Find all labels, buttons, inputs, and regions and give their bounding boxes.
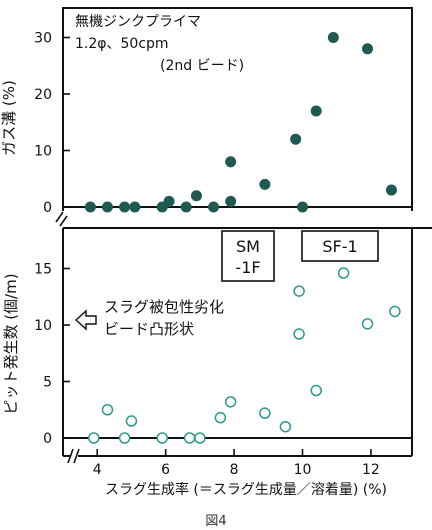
sm-1f-label-line-1: SM [236,237,260,256]
top-y-tick-label-20: 20 [34,87,52,103]
top-annotation-line-3: (2nd ビード) [160,58,244,74]
x-tick-label-12: 12 [362,462,380,478]
top-annotation-line-1: 無機ジンクプライマ [75,14,201,30]
bottom-data-point-6 [194,432,206,444]
figure-caption: 図4 [205,514,227,529]
top-y-axis-label: ガス溝 (%) [0,80,18,156]
sm-1f-label-line-2: -1F [235,258,260,277]
top-y-tick-label-0: 0 [43,200,52,216]
bottom-annotation-line-1: スラグ被包性劣化 [104,298,224,316]
bottom-y-axis: 0 5 10 15 [34,262,70,447]
bottom-data-point-10 [279,420,292,433]
x-axis-label: スラグ生成率 (＝スラグ生成量／溶着量) (%) [105,481,387,498]
top-y-tick-label-10: 10 [34,144,52,160]
x-tick-label-6: 6 [161,462,170,478]
bottom-data-point-13 [310,384,322,397]
top-data-point-17 [385,184,397,196]
bottom-data-point-11 [293,285,305,297]
bottom-data-point-0 [88,432,100,444]
top-data-point-13 [297,201,309,213]
top-panel-frame [62,7,413,211]
bottom-data-point-1 [101,404,114,416]
axis-break-mark-1 [67,448,74,464]
y-axis-break-mark-1 [55,211,64,223]
top-data-point-9 [225,156,237,168]
bottom-y-tick-label-15: 15 [34,262,52,278]
bottom-data-point-8 [224,396,237,408]
bottom-series [88,267,401,444]
bottom-y-tick-label-10: 10 [34,318,52,334]
top-data-point-8 [208,201,220,213]
x-axis: 4 6 8 10 12 [93,449,380,478]
bottom-data-point-7 [214,411,227,424]
top-data-point-14 [310,105,322,117]
top-data-point-2 [119,201,131,213]
top-annotation-line-2: 1.2φ、50cpm [75,36,169,52]
bottom-data-point-12 [293,328,305,340]
top-data-point-10 [225,195,237,207]
x-tick-label-10: 10 [294,462,312,478]
bottom-annotation-line-2: ビード凸形状 [104,320,194,338]
top-series [84,32,397,213]
top-data-point-5 [163,195,175,207]
top-data-point-3 [129,201,141,213]
bottom-data-point-14 [337,267,350,279]
x-tick-label-4: 4 [93,462,102,478]
top-data-point-0 [84,201,96,213]
top-panel: 0 10 20 30 無機ジンクプライマ 1.2φ、50cpm (2nd ビード) ガ… [0,7,413,216]
top-data-point-15 [327,32,339,43]
top-data-point-16 [362,43,374,55]
top-y-tick-label-30: 30 [34,31,52,47]
bottom-y-tick-label-5: 5 [43,375,52,391]
bottom-panel: 0 5 10 15 4 6 8 10 12 SM -1F SF-1 スラグ被包性劣化 ビード凸… [2,211,432,498]
sf-1-box [301,230,379,262]
y-axis-break-mark-2 [59,215,68,227]
top-data-point-1 [101,201,113,213]
left-arrow-icon [74,309,97,331]
bottom-y-tick-label-0: 0 [43,431,52,447]
top-data-point-11 [259,178,271,190]
top-data-point-7 [190,190,202,202]
bottom-data-point-15 [361,318,374,330]
top-y-axis: 0 10 20 30 [34,31,70,216]
bottom-y-axis-label: ピット発生数 (個/m) [2,273,20,414]
x-tick-label-8: 8 [230,462,239,478]
axis-break-mark-2 [73,448,80,464]
bottom-data-point-16 [389,305,401,318]
bottom-data-point-4 [156,432,168,444]
sm-1f-box [221,230,275,282]
bottom-data-point-2 [118,432,131,444]
top-data-point-6 [180,201,192,213]
bottom-data-point-3 [125,415,138,427]
top-data-point-12 [290,133,302,145]
bottom-data-point-5 [183,432,196,444]
bottom-data-point-9 [259,407,271,419]
sf-1-label: SF-1 [322,237,357,256]
